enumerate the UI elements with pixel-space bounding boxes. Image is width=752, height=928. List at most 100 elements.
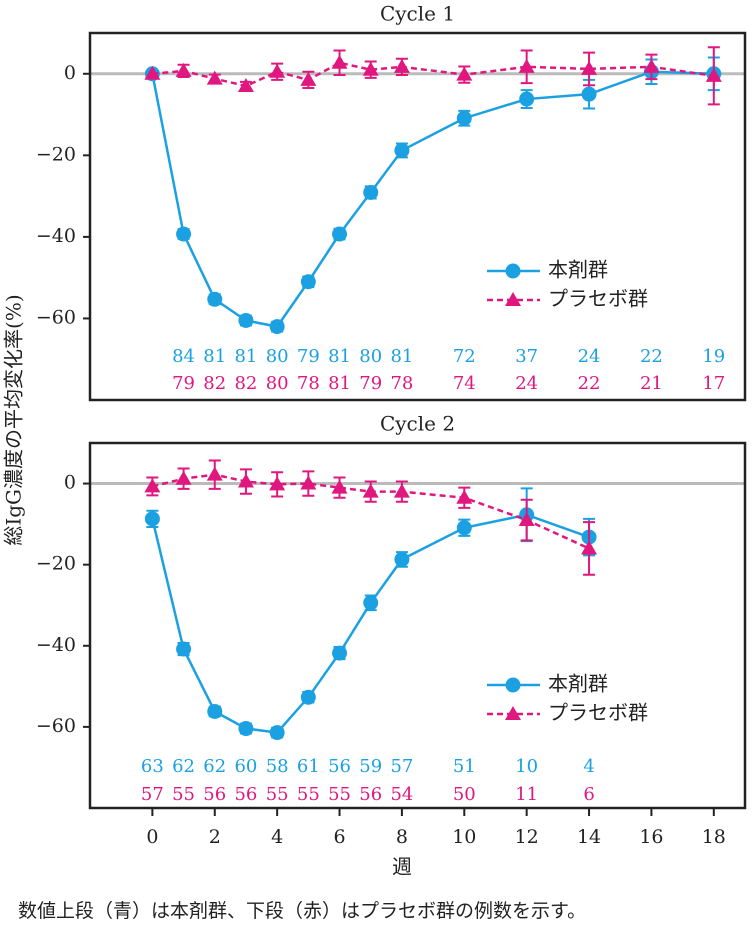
y-tick-label: −60 [36,306,76,328]
point [237,78,254,93]
point [519,91,535,107]
point [581,60,598,75]
point [269,319,285,335]
point [300,274,316,290]
count-label: 81 [234,346,257,367]
count-label: 74 [453,373,476,394]
y-tick-label: −20 [36,143,76,165]
x-axis-label: 週 [392,855,412,879]
point [581,86,597,102]
point [456,489,473,504]
count-label: 56 [234,784,257,805]
count-label: 51 [453,756,476,777]
point [394,142,410,158]
legend-label: プラセボ群 [548,287,648,311]
point [332,226,348,242]
point [206,70,223,85]
y-tick-label: −20 [36,553,76,575]
point [394,551,410,567]
count-label: 57 [390,756,413,777]
count-label: 4 [583,756,594,777]
point [300,71,317,86]
count-label: 22 [578,373,601,394]
count-label: 62 [172,756,195,777]
point [175,470,192,485]
count-label: 19 [702,346,725,367]
panel-title: Cycle 2 [380,412,455,436]
point [362,483,379,498]
series-line [151,513,590,734]
count-label: 56 [328,756,351,777]
x-tick-label: 18 [702,826,726,848]
point [144,511,160,527]
count-label: 59 [359,756,382,777]
x-tick-label: 16 [639,826,663,848]
point [269,725,285,741]
point [300,475,317,490]
count-label: 63 [141,756,164,777]
point [269,63,286,78]
point [238,721,254,737]
count-label: 79 [359,373,382,394]
point [393,58,410,73]
point [144,478,161,493]
legend-label: 本剤群 [548,672,608,696]
point [518,58,535,73]
y-tick-label: −40 [36,634,76,656]
point [175,62,192,77]
count-label: 62 [203,756,226,777]
legend-label: プラセボ群 [548,701,648,725]
point [206,466,223,481]
count-label: 72 [453,346,476,367]
legend-label: 本剤群 [548,258,608,282]
count-label: 10 [515,756,538,777]
point [176,226,192,242]
y-tick-label: 0 [64,472,76,494]
count-label: 21 [640,373,663,394]
point [518,512,535,527]
plot-frame [88,441,747,810]
y-tick-label: −40 [36,225,76,247]
count-label: 84 [172,346,195,367]
count-label: 54 [390,784,413,805]
count-label: 50 [453,784,476,805]
series-line [152,473,590,550]
count-label: 81 [203,346,226,367]
panel-title: Cycle 1 [380,2,455,26]
point [269,476,286,491]
point [207,291,223,307]
count-label: 80 [266,346,289,367]
count-label: 55 [297,784,320,805]
series-line [152,61,714,88]
count-label: 79 [172,373,195,394]
x-tick-label: 14 [577,826,601,848]
count-label: 56 [203,784,226,805]
point [331,54,348,69]
count-label: 81 [328,373,351,394]
count-label: 24 [515,373,538,394]
x-tick-label: 0 [146,826,158,848]
point [331,479,348,494]
count-label: 37 [515,346,538,367]
count-label: 57 [141,784,164,805]
point [456,110,472,126]
point [362,61,379,76]
count-label: 55 [172,784,195,805]
count-label: 78 [390,373,413,394]
point [176,641,192,657]
count-label: 80 [266,373,289,394]
point [705,67,722,82]
count-label: 17 [702,373,725,394]
legend-marker [505,263,521,279]
count-label: 55 [266,784,289,805]
point [456,520,472,536]
count-label: 56 [359,784,382,805]
footnote: 数値上段（青）は本剤群、下段（赤）はプラセボ群の例数を示す。 [18,900,586,922]
point [393,483,410,498]
point [332,645,348,661]
count-label: 11 [515,784,538,805]
y-axis-label: 総IgG濃度の平均変化率(%) [2,294,26,545]
count-label: 81 [390,346,413,367]
point [363,184,379,200]
